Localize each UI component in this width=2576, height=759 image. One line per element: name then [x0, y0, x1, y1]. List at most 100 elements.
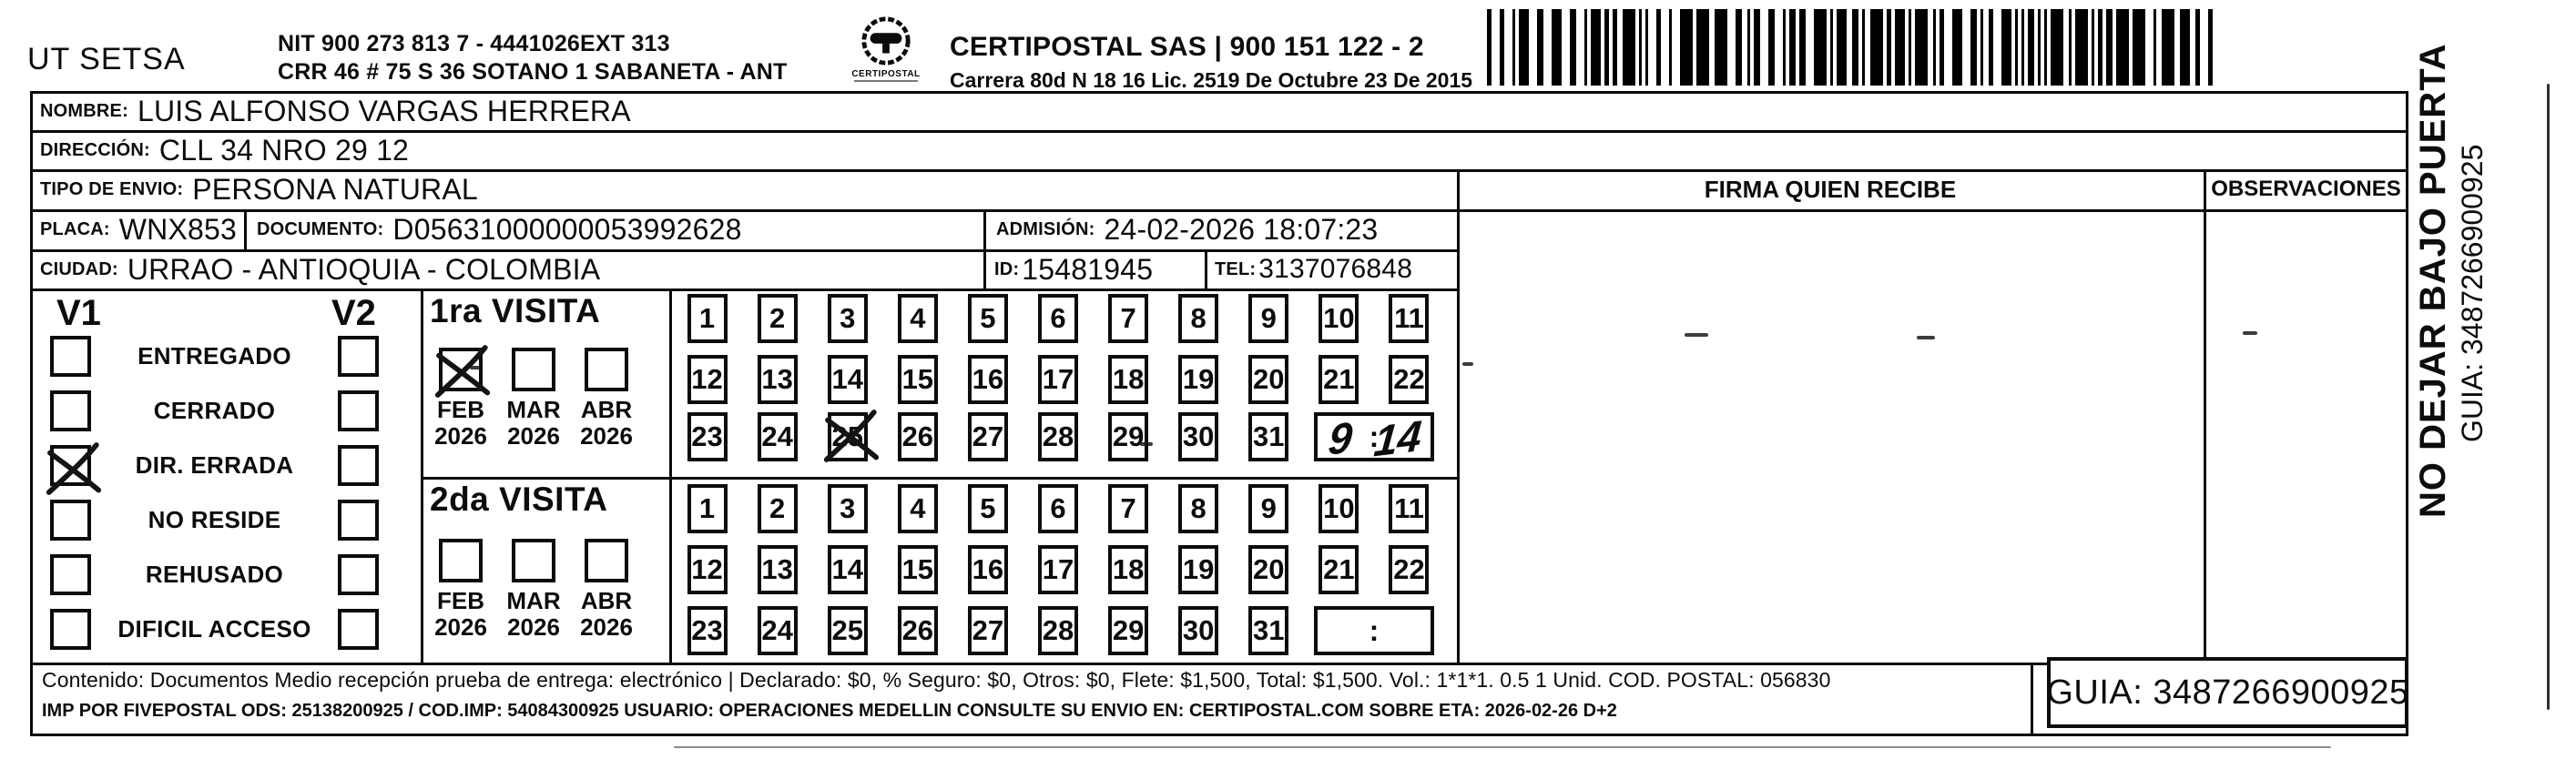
- status-option-label: CERRADO: [153, 396, 276, 424]
- visit-block-1: 1ra VISITA FEB 2026 MAR 2026 ABR 2026 1 2 3 4 5 6 7 8 9…: [421, 288, 1460, 477]
- firma-quien-recibe-header: FIRMA QUIEN RECIBE: [1704, 175, 1957, 203]
- day-row: 12 13 14 15 16 17 18 19 20 21 22: [672, 545, 1444, 594]
- scan-edge-line: [2547, 84, 2550, 710]
- documento-label: DOCUMENTO:: [257, 218, 384, 239]
- status-v2-checkbox-rehusado: [338, 553, 379, 595]
- day-cell-24: 24: [757, 606, 798, 655]
- status-v2-checkbox-no-reside: [338, 499, 379, 541]
- month-checkbox-mar: [512, 348, 555, 391]
- day-cell-12: 12: [687, 355, 728, 404]
- grid-line-h: [30, 91, 2408, 94]
- day-cell-16: 16: [967, 545, 1008, 594]
- day-cell-15: 15: [897, 545, 938, 594]
- day-cell-11: 11: [1389, 484, 1430, 533]
- sender-nit-block: NIT 900 273 813 7 - 4441026EXT 313 CRR 4…: [278, 30, 788, 86]
- month-abr: ABR 2026: [570, 539, 643, 641]
- day-row: 23 24 25 26 27 28 29 30 31:9 14: [672, 410, 1444, 466]
- handwritten-x-mark: [823, 410, 879, 462]
- footer-text-block: Contenido: Documentos Medio recepción pr…: [42, 668, 2022, 722]
- id-value: 15481945: [1022, 252, 1154, 286]
- time-colon-separator: :: [1369, 420, 1380, 453]
- status-v2-checkbox-cerrado: [338, 390, 379, 431]
- v1-column-header: V1: [56, 293, 101, 333]
- status-row-dir-errada: DIR. ERRADA: [30, 438, 421, 495]
- day-cell-8: 8: [1178, 484, 1219, 533]
- day-row: 1 2 3 4 5 6 7 8 9 10 11: [672, 294, 1444, 343]
- grid-line-h: [30, 130, 2408, 133]
- status-row-no-reside: NO RESIDE: [30, 492, 421, 547]
- day-row: 1 2 3 4 5 6 7 8 9 10 11: [672, 484, 1444, 533]
- day-cell-17: 17: [1037, 545, 1078, 594]
- side-note-guia: GUIA: 3487266900925: [2456, 144, 2489, 442]
- month-label: FEB: [437, 587, 484, 614]
- month-checkbox-mar: [512, 539, 555, 582]
- day-cell-9: 9: [1248, 294, 1289, 343]
- month-feb: FEB 2026: [424, 345, 497, 450]
- month-mar: MAR 2026: [497, 539, 570, 641]
- observaciones-header: OBSERVACIONES: [2211, 177, 2401, 201]
- nombre-label: NOMBRE:: [40, 100, 128, 121]
- month-year: 2026: [580, 422, 633, 450]
- month-checkbox-abr: [585, 348, 628, 391]
- month-label: FEB: [437, 396, 484, 423]
- visit-months: FEB 2026 MAR 2026 ABR 2026: [424, 539, 643, 641]
- status-v1-checkbox-rehusado: [50, 553, 91, 595]
- logo-caption: CERTIPOSTAL: [851, 69, 921, 79]
- day-cell-20: 20: [1248, 545, 1289, 594]
- grid-line-v: [30, 91, 33, 736]
- day-cell-1: 1: [687, 294, 728, 343]
- grid-line-v: [2204, 169, 2206, 665]
- day-cell-29: 29: [1108, 412, 1149, 461]
- scan-artifact-dash: [1917, 336, 1935, 339]
- visit-status-panel: V1 V2 ENTREGADO CERRADO DIR. ERRADA NO RESI…: [30, 288, 421, 663]
- direccion-value: CLL 34 NRO 29 12: [158, 133, 410, 167]
- day-cell-13: 13: [757, 355, 798, 404]
- field-admision: ADMISIÓN: 24-02-2026 18:07:23: [996, 211, 1378, 248]
- month-checkbox-feb-checked: [434, 345, 491, 398]
- month-year: 2026: [434, 422, 487, 450]
- status-row-dificil-acceso: DIFICIL ACCESO: [30, 602, 421, 656]
- logo-caption-underline: [854, 80, 918, 82]
- grid-line-h: [30, 249, 1460, 252]
- handwritten-x-mark: [434, 345, 491, 398]
- month-year: 2026: [507, 613, 560, 641]
- guia-number-box: GUIA: 3487266900925: [2046, 657, 2408, 728]
- day-cell-7: 7: [1108, 294, 1149, 343]
- carrier-name: CERTIPOSTAL SAS | 900 151 122 - 2: [950, 32, 1424, 62]
- status-v1-checkbox-entregado: [50, 335, 91, 377]
- day-cell-2: 2: [757, 294, 798, 343]
- day-cell-17: 17: [1037, 355, 1078, 404]
- day-cell-3: 3: [827, 294, 868, 343]
- day-cell-4: 4: [897, 294, 938, 343]
- day-cell-23: 23: [687, 412, 728, 461]
- grid-line-h: [421, 477, 1460, 480]
- grid-line-v: [1205, 249, 1207, 291]
- visit-time-box-filled: :9 14: [1313, 410, 1434, 466]
- visit-title: 2da VISITA: [430, 481, 608, 518]
- day-cell-21: 21: [1319, 355, 1359, 404]
- day-cell-9: 9: [1248, 484, 1289, 533]
- status-v2-checkbox-entregado: [338, 335, 379, 377]
- month-label: MAR: [506, 396, 561, 423]
- time-colon-separator: :: [1369, 613, 1380, 647]
- grid-line-v: [2031, 663, 2033, 736]
- status-v2-checkbox-dir-errada: [338, 444, 379, 486]
- scan-artifact-dash: [470, 366, 481, 369]
- status-v1-checkbox-dificil-acceso: [50, 608, 91, 650]
- month-checkbox-feb: [439, 539, 483, 582]
- handwritten-hour: 9: [1326, 411, 1355, 465]
- day-cell-27: 27: [967, 606, 1008, 655]
- visit-title: 1ra VISITA: [430, 292, 601, 329]
- day-cell-23: 23: [687, 606, 728, 655]
- documento-value: D05631000000053992628: [392, 212, 742, 246]
- footer-contenido-line: Contenido: Documentos Medio recepción pr…: [42, 668, 1831, 692]
- day-cell-30: 30: [1178, 606, 1219, 655]
- visit-months: FEB 2026 MAR 2026 ABR 2026: [424, 345, 643, 450]
- day-cell-19: 19: [1178, 545, 1219, 594]
- footer-imp-line: IMP POR FIVEPOSTAL ODS: 25138200925 / CO…: [42, 701, 1617, 721]
- grid-line-v: [2406, 91, 2408, 736]
- field-tel: TEL: 3137076848: [1215, 252, 1412, 287]
- field-nombre: NOMBRE: LUIS ALFONSO VARGAS HERRERA: [40, 93, 631, 129]
- month-year: 2026: [434, 613, 487, 641]
- day-cell-3: 3: [827, 484, 868, 533]
